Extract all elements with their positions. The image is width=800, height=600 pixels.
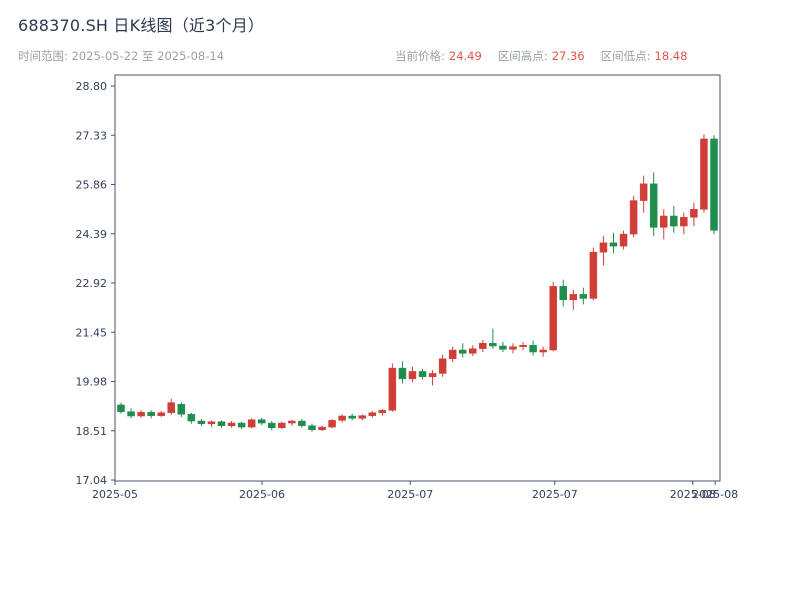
y-tick-label: 17.04 — [76, 474, 108, 487]
candle-body — [227, 422, 236, 426]
candle-body — [328, 420, 336, 428]
candle-body — [308, 425, 316, 430]
candle-body — [489, 343, 497, 347]
candle-body — [207, 421, 216, 424]
candle-body — [137, 412, 145, 417]
candle-body — [659, 215, 668, 228]
candle-body — [298, 420, 306, 426]
y-tick-label: 22.92 — [76, 277, 108, 290]
range-high-label: 区间高点: — [497, 49, 548, 63]
candle-body — [619, 233, 628, 247]
candle-body — [428, 373, 437, 378]
y-tick-label: 27.33 — [76, 129, 108, 142]
candle-body — [318, 426, 326, 430]
subtitle-row: 时间范围: 2025-05-22 至 2025-08-14 当前价格: 24.49… — [0, 48, 800, 64]
candle-body — [338, 415, 346, 421]
candle-body — [117, 404, 125, 412]
candle-body — [559, 286, 567, 301]
x-tick-label: 2025-08 — [692, 488, 738, 501]
candle-body — [398, 367, 407, 380]
y-tick-label: 24.39 — [76, 228, 108, 241]
candle-body — [458, 349, 467, 354]
candle-body — [639, 183, 648, 201]
y-tick-label: 19.98 — [76, 376, 108, 389]
candle-body — [549, 286, 557, 351]
candle-body — [509, 346, 517, 350]
candle-body — [268, 422, 276, 428]
candle-body — [418, 371, 427, 378]
candle-body — [670, 215, 678, 227]
candle-body — [388, 367, 397, 411]
candle-body — [378, 410, 387, 413]
candle-body — [569, 294, 578, 301]
stats-row: 当前价格: 24.49 区间高点: 27.36 区间低点: 18.48 — [395, 48, 703, 64]
candle-body — [197, 420, 206, 424]
candle-body — [589, 251, 598, 299]
candle-body — [187, 414, 196, 422]
candle-body — [127, 411, 135, 417]
candle-body — [288, 420, 296, 424]
candle-body — [629, 200, 638, 235]
candle-body — [529, 345, 537, 353]
candle-body — [438, 358, 447, 374]
candle-body — [157, 412, 165, 416]
range-low-value: 18.48 — [654, 49, 688, 63]
candle-body — [539, 349, 547, 353]
candle-body — [609, 242, 618, 247]
candle-body — [499, 345, 507, 350]
candle-body — [348, 415, 356, 419]
candle-body — [479, 343, 487, 349]
candle-body — [147, 412, 155, 416]
range-high-value: 27.36 — [551, 49, 585, 63]
candle-body — [247, 419, 256, 428]
candle-body — [680, 217, 688, 227]
candle-body — [700, 138, 708, 210]
candle-body — [408, 371, 417, 380]
x-tick-label: 2025-07 — [532, 488, 578, 501]
date-range-label: 时间范围: 2025-05-22 至 2025-08-14 — [18, 49, 225, 63]
x-tick-label: 2025-06 — [239, 488, 285, 501]
candle-body — [469, 348, 477, 354]
range-low-label: 区间低点: — [600, 49, 651, 63]
candle-body — [448, 349, 457, 359]
current-price-value: 24.49 — [448, 49, 482, 63]
candle-body — [649, 183, 658, 228]
page-title: 688370.SH 日K线图（近3个月） — [18, 16, 265, 35]
current-price-label: 当前价格: — [395, 49, 445, 63]
candle-body — [237, 422, 246, 428]
candle-body — [217, 421, 226, 426]
x-tick-label: 2025-08 — [670, 488, 716, 501]
candle-body — [690, 209, 698, 218]
y-tick-label: 25.86 — [76, 179, 108, 192]
y-tick-label: 18.51 — [76, 425, 108, 438]
y-tick-label: 21.45 — [76, 326, 108, 339]
candle-body — [177, 404, 186, 415]
candle-body — [599, 242, 608, 253]
candle-body — [358, 415, 366, 419]
candle-body — [368, 412, 377, 416]
candle-body — [167, 402, 176, 413]
candle-body — [579, 294, 588, 299]
y-tick-label: 28.80 — [76, 80, 108, 93]
candle-body — [278, 422, 286, 428]
candle-body — [257, 419, 266, 424]
candle-body — [519, 345, 527, 347]
x-tick-label: 2025-07 — [387, 488, 433, 501]
x-tick-label: 2025-05 — [92, 488, 138, 501]
plot-border — [114, 74, 721, 482]
candle-body — [710, 138, 718, 231]
